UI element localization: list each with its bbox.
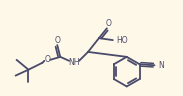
Text: O: O	[44, 55, 50, 64]
Text: HO: HO	[116, 36, 128, 45]
Text: O: O	[54, 36, 60, 45]
Text: O: O	[106, 19, 112, 28]
Text: NH: NH	[68, 58, 80, 67]
Text: N: N	[158, 61, 164, 70]
